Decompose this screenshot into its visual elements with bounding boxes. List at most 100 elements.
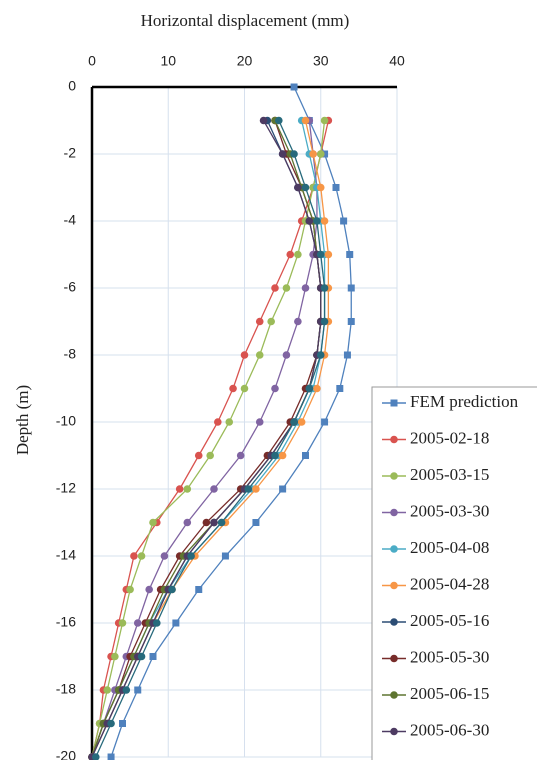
y-tick-label: -12	[56, 480, 76, 496]
legend-label: 2005-06-30	[410, 720, 489, 739]
y-tick-label: -8	[64, 346, 77, 362]
data-point	[316, 250, 325, 259]
series-line	[91, 120, 322, 758]
x-tick-label: 30	[313, 53, 329, 69]
y-tick-label: -10	[56, 413, 76, 429]
data-point	[252, 485, 260, 493]
data-point	[126, 585, 134, 594]
data-point	[271, 384, 279, 393]
x-tick-label: 10	[160, 53, 176, 69]
data-point	[275, 116, 283, 125]
data-point	[279, 485, 287, 493]
data-point	[302, 452, 309, 459]
data-point	[137, 552, 146, 560]
data-point	[255, 418, 264, 426]
data-point	[294, 317, 302, 326]
y-tick-label: 0	[68, 78, 76, 94]
legend-label: 2005-07-15	[410, 757, 489, 760]
y-tick-label: -16	[56, 614, 76, 630]
x-tick-label: 0	[88, 53, 96, 69]
legend-label: 2005-04-28	[410, 574, 489, 593]
legend-label: 2005-04-08	[410, 538, 489, 557]
data-point	[320, 284, 329, 292]
data-point	[332, 184, 340, 191]
data-point	[346, 251, 354, 258]
legend-label: 2005-05-16	[410, 611, 489, 630]
data-point	[210, 485, 218, 493]
data-point	[153, 619, 161, 627]
data-point	[321, 418, 329, 426]
data-point	[305, 217, 314, 225]
data-point	[294, 183, 302, 192]
data-point	[145, 585, 153, 594]
data-point	[134, 686, 142, 694]
data-point	[92, 753, 100, 760]
legend-marker	[390, 472, 398, 480]
data-point	[282, 284, 291, 292]
legend-label: 2005-02-18	[410, 428, 489, 447]
data-point	[240, 351, 249, 359]
series-line	[91, 120, 322, 758]
data-point	[301, 116, 310, 125]
data-point	[347, 318, 355, 325]
data-point	[111, 652, 119, 661]
legend-box	[371, 386, 537, 760]
data-point	[107, 719, 115, 728]
data-point	[282, 351, 291, 359]
data-point	[316, 183, 325, 192]
data-point	[290, 83, 298, 91]
data-point	[271, 284, 279, 292]
data-point	[290, 418, 298, 426]
data-point	[206, 451, 214, 460]
series-line	[91, 120, 322, 758]
legend-label: 2005-03-30	[410, 501, 489, 520]
data-point	[297, 418, 306, 426]
x-tick-label: 40	[389, 53, 405, 69]
data-point	[137, 652, 146, 661]
legend-marker	[390, 508, 398, 517]
data-point	[236, 451, 245, 460]
data-point	[183, 485, 192, 493]
legend-marker	[390, 654, 398, 663]
legend-marker	[390, 545, 398, 553]
data-point	[347, 284, 355, 292]
data-point	[278, 150, 287, 158]
legend-marker	[390, 435, 398, 444]
data-point	[149, 518, 157, 527]
data-point	[202, 518, 211, 527]
legend-marker	[390, 399, 398, 407]
data-point	[267, 317, 275, 326]
y-tick-label: -18	[56, 681, 76, 697]
legend-marker	[390, 618, 398, 626]
data-point	[286, 250, 295, 259]
data-point	[168, 585, 176, 594]
data-point	[313, 217, 321, 225]
data-point	[107, 753, 115, 760]
series-line	[91, 120, 318, 758]
y-tick-label: -20	[56, 748, 76, 760]
data-point	[259, 116, 268, 125]
legend-label: 2005-05-30	[410, 647, 489, 666]
data-point	[217, 518, 226, 527]
legend-marker	[390, 691, 398, 699]
legend-marker	[390, 727, 398, 736]
data-point	[103, 686, 112, 694]
series-line	[91, 120, 330, 758]
data-point	[316, 351, 325, 359]
data-point	[301, 284, 310, 292]
data-point	[321, 150, 329, 158]
data-point	[221, 552, 229, 560]
data-point	[320, 217, 329, 225]
data-point	[229, 384, 237, 393]
data-point	[290, 150, 298, 158]
data-point	[313, 384, 321, 393]
data-point	[305, 384, 314, 393]
data-point	[160, 552, 169, 560]
data-point	[210, 518, 218, 527]
data-point	[309, 150, 317, 158]
x-tick-label: 20	[237, 53, 253, 69]
data-point	[252, 519, 260, 526]
data-point	[119, 720, 126, 727]
data-point	[255, 351, 264, 359]
